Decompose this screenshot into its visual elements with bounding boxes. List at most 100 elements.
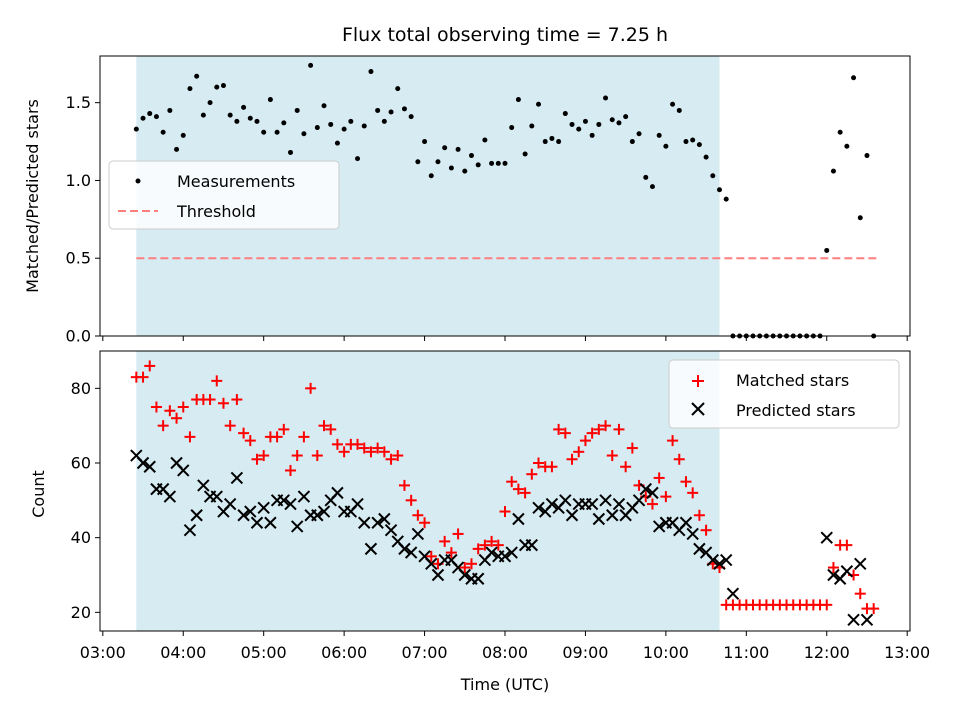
predicted-star-point [498,550,512,563]
matched-star-point [298,431,310,443]
matched-star-point [331,438,343,450]
matched-star-point [305,382,317,394]
matched-star-point [593,423,605,435]
matched-star-point [405,494,417,506]
predicted-star-point [384,523,398,537]
predicted-star-point [404,546,418,559]
measurement-point [321,103,327,109]
measurement-point [368,69,374,75]
matched-star-point [452,528,464,540]
matched-star-point [700,524,712,536]
predicted-star-point [860,613,874,627]
predicted-star-point [505,546,518,559]
x-axis-label: Time (UTC) [460,675,549,694]
matched-star-point [486,535,498,547]
measurement-point [462,168,468,174]
predicted-star-point [197,479,210,492]
bottom-y-ticks: 20 40 60 80 [71,379,100,622]
matched-star-point [566,453,578,465]
matched-star-point [412,509,424,521]
predicted-star-point [290,520,304,533]
matched-star-point [251,453,263,465]
measurement-point [328,121,334,127]
measurement-point [180,132,186,138]
predicted-star-point [136,456,150,470]
legend-measurements-label: Measurements [177,172,295,191]
predicted-star-point [458,568,471,582]
measurement-point [314,125,320,131]
predicted-star-point [317,505,331,518]
measurement-point [415,159,421,165]
matched-star-point [439,535,451,547]
matched-star-point [854,588,866,600]
measurement-point [207,100,213,106]
matched-star-point [144,360,156,372]
predicted-star-point [599,494,612,507]
measurement-point [147,111,153,117]
measurement-point [355,156,361,162]
predicted-star-point [592,512,606,526]
measurement-point [133,126,139,132]
y-tick-label: 1.5 [66,93,91,112]
predicted-star-point [471,572,485,585]
legend-predicted-marker [691,402,705,416]
matched-star-point [311,450,323,462]
x-tick-label: 13:00 [884,643,930,662]
matched-star-point [177,401,189,413]
measurement-point [676,107,682,113]
measurement-point [408,114,414,120]
matched-star-point [821,599,833,611]
measurement-point [502,160,508,166]
predicted-star-point [190,509,203,522]
measurement-point [341,126,347,132]
matched-star-point [506,476,518,488]
predicted-star-point [820,531,833,544]
predicted-star-point [177,464,190,477]
matched-star-point [459,562,471,574]
predicted-star-point [398,542,411,556]
measurement-point [261,129,267,135]
measurement-point [281,120,287,126]
measurement-point [160,129,166,135]
y-tick-label: 0.0 [66,327,91,346]
matched-star-point [827,562,839,574]
measurement-point [515,97,521,103]
predicted-star-point [425,557,438,571]
bottom-legend-box [668,359,900,429]
measurement-point [174,146,180,152]
predicted-star-point [719,553,733,567]
measurement-point [582,118,588,124]
matched-star-point [573,446,585,458]
measurement-point [227,112,233,118]
measurement-point [401,106,407,112]
legend-predicted-label: Predicted stars [736,401,856,420]
matched-star-point [378,446,390,458]
measurement-point [569,121,575,127]
bottom-observing-span [136,351,720,631]
measurement-point [200,112,206,118]
matched-star-point [271,431,283,443]
y-tick-label: 0.5 [66,249,91,268]
top-legend-box [108,160,340,230]
matched-star-point [164,405,176,417]
predicted-star-point [210,490,223,503]
measurement-point [723,196,729,202]
matched-star-point [613,423,625,435]
matched-star-point [512,483,524,495]
matched-star-point [419,517,431,529]
measurement-point [234,118,240,124]
measurement-point [241,104,247,110]
matched-star-point [620,461,632,473]
matched-star-point [687,487,699,499]
measurement-point [153,114,159,120]
predicted-star-point [183,523,197,537]
matched-star-point [445,547,457,559]
predicted-star-point [565,509,579,522]
measurement-point [556,139,562,145]
matched-star-point [365,446,377,458]
x-tick-label: 09:00 [562,643,608,662]
measurement-point [596,121,602,127]
matched-star-point [244,435,256,447]
matched-star-point [526,468,538,480]
